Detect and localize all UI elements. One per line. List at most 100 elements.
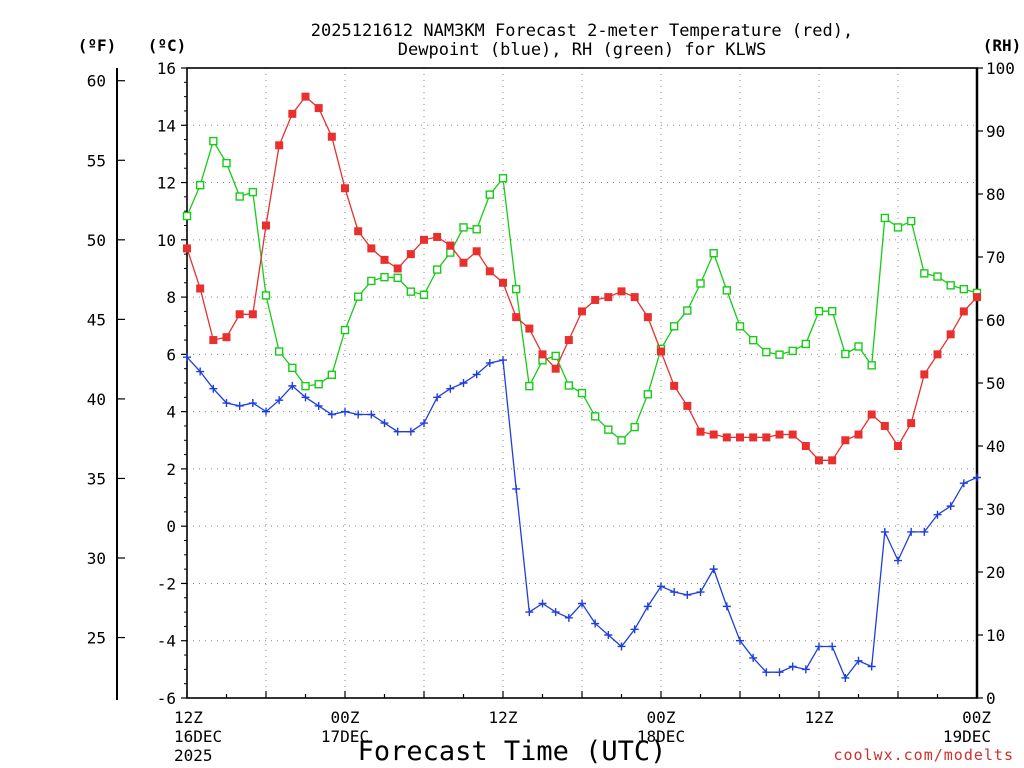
rh-tick-label: 10 [986, 626, 1005, 645]
temperature-point [314, 104, 323, 113]
celsius-tick-label: 0 [166, 517, 176, 536]
x-tick-time-label: 00Z [962, 708, 991, 727]
temperature-point [920, 370, 929, 379]
rh-tick-label: 100 [986, 59, 1015, 78]
rh-point [735, 322, 745, 331]
temperature-point [222, 333, 231, 342]
rh-point [669, 322, 679, 331]
temperature-point [275, 141, 284, 150]
rh-point [788, 346, 797, 356]
temperature-point [907, 419, 916, 428]
rh-point [590, 412, 600, 421]
x-tick-date-label: 18DEC [637, 727, 685, 746]
rh-tick-label: 30 [986, 500, 1005, 519]
dewpoint-point [841, 673, 850, 682]
dewpoint-point [854, 656, 863, 665]
x-tick-date-label: 16DEC [174, 727, 222, 746]
celsius-tick-label: 16 [157, 59, 176, 78]
rh-point [722, 286, 732, 295]
dewpoint-point [354, 410, 363, 419]
rh-point [841, 349, 850, 359]
celsius-tick-label: 4 [166, 403, 176, 422]
dewpoint-point [749, 653, 758, 662]
temperature-point [709, 430, 718, 439]
rh-point [604, 425, 613, 434]
temperature-point [512, 313, 521, 322]
dewpoint-point [183, 353, 191, 362]
rh-point [827, 306, 837, 316]
temperature-point [788, 430, 797, 439]
dewpoint-point [235, 401, 244, 410]
rh-point [696, 279, 705, 288]
temperature-point [762, 433, 771, 442]
rh-point [327, 370, 337, 380]
dewpoint-point [512, 484, 521, 493]
rh-point [459, 223, 468, 232]
temperature-point [854, 430, 863, 439]
rh-point [380, 272, 389, 282]
temperature-point [749, 433, 758, 442]
celsius-tick-label: 10 [157, 231, 176, 250]
temperature-point [867, 410, 876, 419]
temperature-point [393, 264, 402, 273]
rh-point [617, 436, 626, 445]
celsius-tick-label: 14 [157, 116, 176, 135]
rh-point [472, 225, 481, 234]
dewpoint-point [459, 379, 468, 387]
rh-point [498, 174, 508, 183]
x-tick-year-label: 2025 [174, 746, 213, 765]
temperature-point [946, 330, 955, 339]
dewpoint-point [380, 419, 389, 428]
dewpoint-point [815, 642, 823, 651]
dewpoint-point [722, 602, 731, 611]
temperature-point [446, 241, 455, 250]
rh-point [643, 390, 653, 399]
temperature-point [235, 310, 244, 319]
dewpoint-point [828, 642, 837, 651]
x-tick-time-label: 12Z [805, 708, 834, 727]
dewpoint-point [670, 588, 679, 597]
rh-point [683, 306, 692, 315]
rh-point [577, 388, 587, 398]
dewpoint-point [538, 599, 547, 608]
rh-tick-label: 80 [986, 185, 1005, 204]
dewpoint-point [933, 510, 942, 519]
temperature-point [617, 287, 626, 296]
temperature-point [262, 221, 270, 230]
rh-point [946, 281, 955, 290]
temperature-point [959, 307, 968, 316]
dewpoint-point [248, 399, 257, 408]
celsius-tick-label: 8 [166, 288, 176, 307]
fahrenheit-unit-label: (ºF) [78, 36, 117, 55]
celsius-tick-label: 6 [166, 345, 176, 364]
dewpoint-point [301, 393, 310, 402]
rh-point [709, 249, 718, 258]
dewpoint-point [393, 427, 402, 436]
x-tick-time-label: 00Z [331, 708, 360, 727]
temperature-point [894, 442, 902, 450]
rh-point [446, 248, 455, 257]
temperature-point [578, 307, 586, 316]
fahrenheit-tick-label: 50 [87, 231, 106, 250]
rh-point [525, 381, 534, 391]
rh-point [235, 192, 244, 201]
temperature-point [327, 132, 336, 141]
x-tick-time-label: 00Z [647, 708, 676, 727]
temperature-point [657, 347, 665, 356]
dewpoint-point [472, 370, 481, 379]
temperature-point [630, 293, 639, 302]
rh-point [248, 187, 258, 197]
rh-tick-label: 70 [986, 248, 1005, 267]
axes [116, 67, 983, 700]
rh-tick-label: 20 [986, 563, 1005, 582]
temperature-point [591, 295, 600, 304]
fahrenheit-tick-label: 60 [87, 72, 106, 91]
celsius-tick-label: 2 [166, 460, 176, 479]
temperature-point [301, 92, 310, 101]
x-axis-label: Forecast Time (UTC) [358, 736, 667, 767]
rh-point [485, 190, 495, 199]
rh-point [564, 381, 574, 390]
rh-point [511, 284, 521, 294]
dewpoint-point [709, 565, 718, 574]
rh-tick-label: 0 [986, 689, 996, 708]
